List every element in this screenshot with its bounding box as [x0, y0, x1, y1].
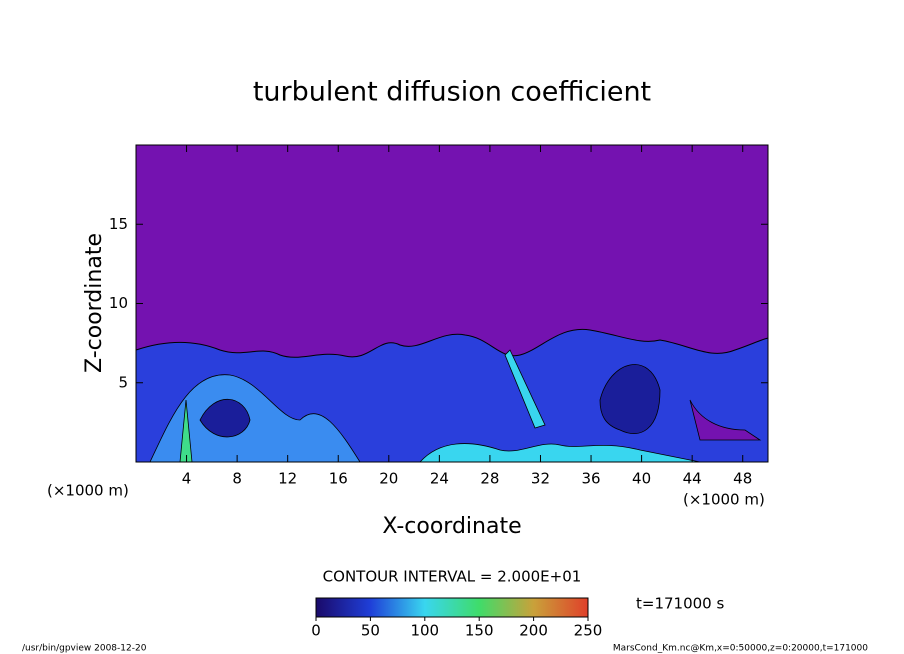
footer-right: MarsCond_Km.nc@Km,x=0:50000,z=0:20000,t=… — [613, 644, 868, 654]
colorbar-tick-label: 100 — [410, 622, 439, 640]
time-label: t=171000 s — [636, 595, 724, 613]
x-tick-label: 36 — [581, 470, 600, 488]
x-tick-label: 48 — [733, 470, 752, 488]
y-tick-label: 10 — [109, 294, 128, 312]
colorbar — [315, 597, 589, 618]
field-patch — [149, 374, 361, 463]
colorbar-tick-label: 200 — [519, 622, 548, 640]
x-unit-label: (×1000 m) — [47, 482, 129, 500]
x-tick-label: 40 — [632, 470, 651, 488]
x-tick-label: 8 — [232, 470, 242, 488]
x-axis-label: X-coordinate — [382, 514, 521, 539]
x-tick-label: 28 — [480, 470, 499, 488]
field-patch — [199, 398, 251, 438]
x-tick-label: 16 — [329, 470, 348, 488]
x-tick-label: 4 — [182, 470, 192, 488]
contour-interval: CONTOUR INTERVAL = 2.000E+01 — [323, 568, 582, 586]
colorbar-tick-label: 50 — [361, 622, 380, 640]
field-patch — [504, 349, 546, 429]
x-tick-label: 12 — [278, 470, 297, 488]
y-tick-label: 5 — [118, 373, 128, 391]
colorbar-tick-label: 150 — [465, 622, 494, 640]
colorbar-tick-label: 0 — [311, 622, 321, 640]
x-tick-label: 20 — [379, 470, 398, 488]
colorbar-tick-label: 250 — [574, 622, 603, 640]
chart-title: turbulent diffusion coefficient — [253, 77, 651, 108]
x-tick-label: 32 — [531, 470, 550, 488]
x-unit-label: (×1000 m) — [683, 491, 765, 509]
field-patch — [689, 399, 762, 441]
field-patch — [599, 364, 661, 434]
y-axis-label: Z-coordinate — [82, 233, 107, 373]
x-tick-label: 24 — [430, 470, 449, 488]
y-tick-label: 15 — [109, 215, 128, 233]
footer-left: /usr/bin/gpview 2008-12-20 — [22, 644, 147, 654]
x-tick-label: 44 — [683, 470, 702, 488]
contour-field — [135, 145, 769, 463]
